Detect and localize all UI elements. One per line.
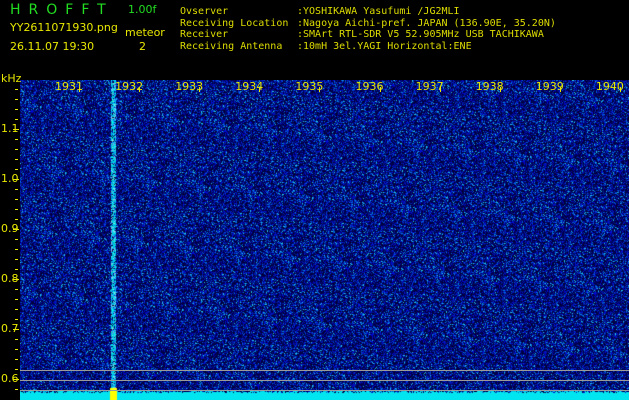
info-row: Receiver:SMArt RTL-SDR V5 52.905MHz USB … <box>180 29 544 40</box>
y-tick <box>15 199 18 200</box>
meteor-label: meteor <box>125 26 165 39</box>
info-row: Receiving Antenna:10mH 3el.YAGI Horizont… <box>180 40 472 52</box>
y-tick <box>15 289 18 290</box>
y-tick <box>15 149 18 150</box>
y-tick <box>15 209 18 210</box>
y-tick <box>13 379 19 380</box>
y-tick <box>13 129 19 130</box>
y-tick <box>15 169 18 170</box>
version: 1.00f <box>128 3 157 16</box>
x-tick <box>500 87 501 92</box>
x-tick <box>259 87 260 92</box>
y-tick <box>15 269 18 270</box>
y-tick <box>15 249 18 250</box>
y-tick <box>15 339 18 340</box>
x-tick <box>560 87 561 92</box>
y-tick-label: 0.8 <box>1 272 19 285</box>
y-tick <box>15 299 18 300</box>
gridline <box>20 370 629 371</box>
x-tick <box>199 87 200 92</box>
x-tick-label: 1931 <box>55 80 83 93</box>
spectrogram <box>20 80 629 400</box>
x-tick-label: 1935 <box>295 80 324 93</box>
y-tick <box>13 279 19 280</box>
y-tick-label: 1.1 <box>1 122 19 135</box>
y-tick <box>15 89 18 90</box>
y-tick-label: 0.9 <box>1 222 19 235</box>
x-tick <box>380 87 381 92</box>
y-tick-label: 1.0 <box>1 172 19 185</box>
y-tick <box>15 109 18 110</box>
x-tick-label: 1939 <box>535 80 564 93</box>
x-tick <box>139 87 140 92</box>
y-tick <box>15 159 18 160</box>
y-tick-label: 0.7 <box>1 322 19 335</box>
meteor-count: 2 <box>139 40 146 53</box>
x-tick-label: 1934 <box>235 80 264 93</box>
x-tick-label: 1940 <box>595 80 624 93</box>
x-tick <box>79 87 80 92</box>
y-tick <box>15 389 18 390</box>
datetime: 26.11.07 19:30 <box>10 40 95 53</box>
y-tick <box>15 189 18 190</box>
app-title: HROFFT <box>10 2 114 18</box>
x-tick-label: 1933 <box>175 80 204 93</box>
x-tick-label: 1938 <box>475 80 504 93</box>
y-tick <box>13 329 19 330</box>
info-row: Ovserver:YOSHIKAWA Yasufumi /JG2MLI <box>180 6 460 17</box>
y-tick <box>15 119 18 120</box>
y-tick <box>15 99 18 100</box>
station-info: Ovserver:YOSHIKAWA Yasufumi /JG2MLI Recei… <box>180 6 556 52</box>
y-tick <box>15 359 18 360</box>
info-row: Receiving Location:Nagoya Aichi-pref. JA… <box>180 17 556 29</box>
y-tick <box>15 239 18 240</box>
x-tick-label: 1936 <box>355 80 384 93</box>
y-tick <box>15 309 18 310</box>
y-tick-label: 0.6 <box>1 372 19 385</box>
gridline <box>20 380 629 381</box>
x-tick-label: 1937 <box>415 80 444 93</box>
y-tick <box>15 319 18 320</box>
y-tick <box>15 259 18 260</box>
y-tick <box>15 219 18 220</box>
x-tick-label: 1932 <box>115 80 144 93</box>
y-tick <box>15 349 18 350</box>
gridline <box>20 390 629 391</box>
filename: YY2611071930.png <box>10 21 118 34</box>
x-tick <box>440 87 441 92</box>
y-tick <box>13 229 19 230</box>
x-tick <box>319 87 320 92</box>
y-tick <box>15 139 18 140</box>
y-tick <box>13 179 19 180</box>
y-unit-label: kHz <box>1 72 22 85</box>
y-tick <box>15 369 18 370</box>
x-tick <box>620 87 621 92</box>
